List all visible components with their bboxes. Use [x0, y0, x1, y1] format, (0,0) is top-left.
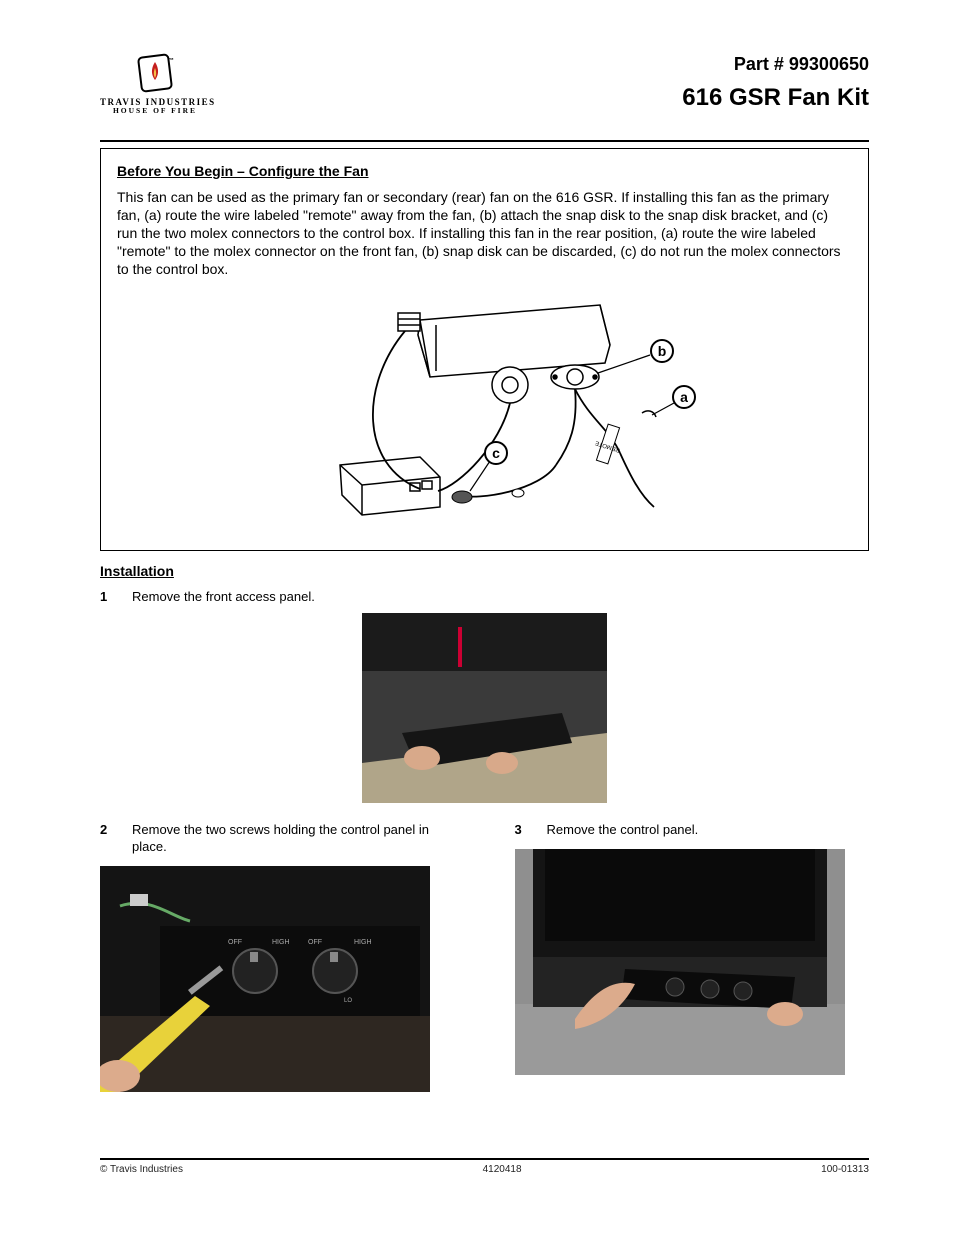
footer-left: © Travis Industries	[100, 1164, 183, 1175]
product-title: 616 GSR Fan Kit	[682, 84, 869, 112]
photo-2: OFF HIGH OFF HIGH LO	[100, 866, 430, 1092]
svg-text:OFF: OFF	[308, 939, 322, 946]
svg-text:™: ™	[168, 57, 174, 64]
configuration-box: Before You Begin – Configure the Fan Thi…	[100, 148, 869, 551]
photo-1	[362, 613, 607, 803]
callout-a: a	[680, 389, 688, 405]
photo-row: 2 Remove the two screws holding the cont…	[100, 822, 869, 1097]
page-root: ™ TRAVIS INDUSTRIES HOUSE OF FIRE Part #…	[0, 0, 954, 1235]
logo-text-line2: HOUSE OF FIRE	[100, 107, 210, 115]
config-paragraph: This fan can be used as the primary fan …	[117, 189, 852, 279]
footer-right: 100-01313	[821, 1164, 869, 1175]
part-number: Part # 99300650	[734, 54, 869, 75]
svg-text:LO: LO	[344, 998, 352, 1004]
footer-center: 4120418	[483, 1164, 522, 1175]
svg-text:OFF: OFF	[228, 939, 242, 946]
fan-wiring-diagram: REMOTE b	[117, 285, 852, 540]
step-2-number: 2	[100, 822, 120, 856]
install-heading: Installation	[100, 563, 869, 579]
step-1: 1 Remove the front access panel.	[100, 589, 869, 606]
step-1-text: Remove the front access panel.	[132, 589, 315, 606]
config-heading: Before You Begin – Configure the Fan	[117, 163, 852, 179]
step-1-number: 1	[100, 589, 120, 604]
step-3-number: 3	[515, 822, 535, 839]
step-3-text: Remove the control panel.	[547, 822, 699, 839]
col-step-3: 3 Remove the control panel.	[515, 822, 870, 1097]
footer: © Travis Industries 4120418 100-01313	[100, 1158, 869, 1175]
content-area: Before You Begin – Configure the Fan Thi…	[100, 148, 869, 1097]
header-rule	[100, 140, 869, 142]
photo-1-wrap	[100, 613, 869, 808]
step-2-text: Remove the two screws holding the contro…	[132, 822, 455, 856]
footer-rule	[100, 1158, 869, 1160]
flame-logo-icon: ™	[130, 50, 180, 96]
callout-c: c	[492, 445, 500, 461]
wiring-diagram-svg: REMOTE b	[270, 285, 700, 535]
company-logo: ™ TRAVIS INDUSTRIES HOUSE OF FIRE	[100, 50, 210, 115]
installation-section: Installation 1 Remove the front access p…	[100, 563, 869, 1098]
svg-text:HIGH: HIGH	[354, 939, 372, 946]
photo-3	[515, 849, 845, 1075]
svg-text:HIGH: HIGH	[272, 939, 290, 946]
callout-b: b	[657, 343, 666, 359]
col-step-2: 2 Remove the two screws holding the cont…	[100, 822, 455, 1097]
header: ™ TRAVIS INDUSTRIES HOUSE OF FIRE Part #…	[100, 50, 869, 140]
